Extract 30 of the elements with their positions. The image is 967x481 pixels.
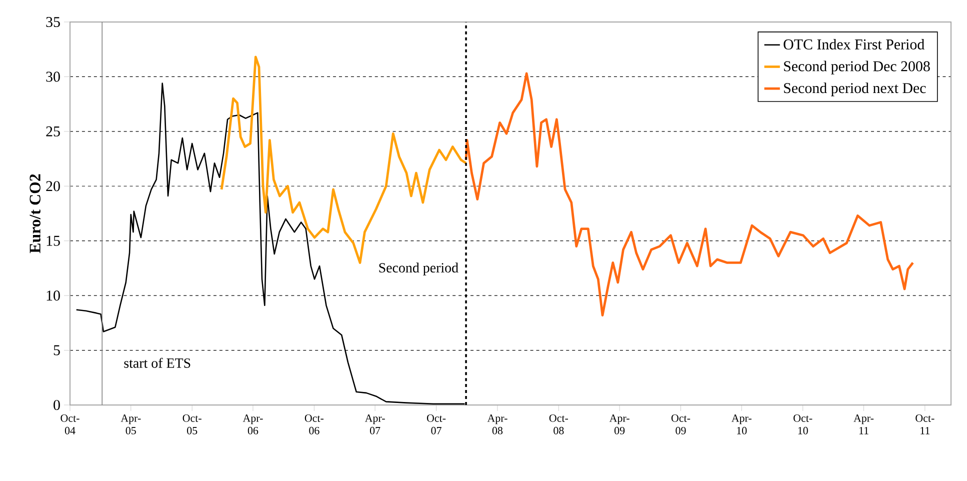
ref-line-label: start of ETS — [124, 358, 190, 368]
y-tick-label: 10 — [46, 290, 60, 301]
y-tick-label: 15 — [46, 236, 60, 246]
x-tick-label: Oct-08 — [549, 414, 568, 434]
y-tick-label: 0 — [54, 400, 60, 410]
ref-line-label: Second period — [379, 262, 458, 276]
y-tick-label: 5 — [54, 345, 60, 356]
x-tick-label: Apr-07 — [364, 414, 385, 434]
x-tick-label: Oct-10 — [794, 414, 812, 434]
legend-label: OTC Index First Period — [784, 38, 924, 50]
y-tick-label: 30 — [46, 72, 60, 82]
x-tick-label: Oct-05 — [182, 414, 202, 434]
x-tick-label: Apr-09 — [609, 414, 630, 434]
y-axis-title: Euro/t CO2 — [30, 174, 40, 254]
line-series — [220, 56, 468, 264]
y-tick-label: 35 — [46, 16, 60, 27]
x-tick-label: Oct-09 — [671, 414, 690, 434]
x-tick-label: Apr-08 — [487, 414, 508, 434]
x-tick-label: Apr-05 — [120, 414, 141, 434]
y-tick-label: 20 — [46, 181, 60, 192]
legend-label: Second period next Dec — [784, 82, 926, 96]
legend-label: Second period Dec 2008 — [784, 60, 930, 74]
x-tick-label: Apr-10 — [732, 414, 752, 434]
x-tick-label: Apr-11 — [854, 414, 874, 434]
x-tick-label: Oct-04 — [60, 414, 80, 434]
x-tick-label: Oct-11 — [916, 414, 934, 434]
x-tick-label: Oct-07 — [426, 414, 446, 434]
y-tick-label: 25 — [46, 126, 60, 136]
x-tick-label: Apr-06 — [242, 414, 263, 434]
x-tick-label: Oct-06 — [304, 414, 324, 434]
